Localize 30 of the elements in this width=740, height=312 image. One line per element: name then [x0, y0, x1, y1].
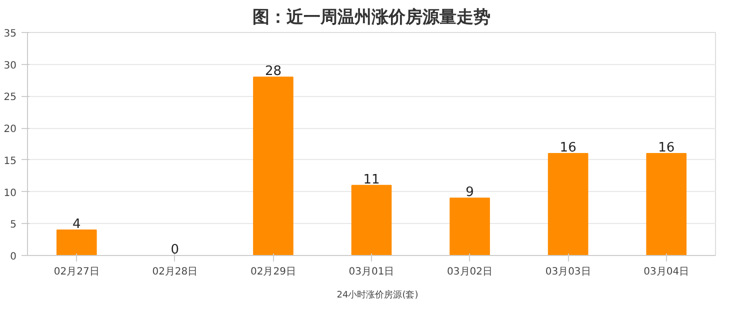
bar	[351, 184, 392, 256]
bar	[450, 198, 490, 256]
y-tick-label: 0	[10, 252, 17, 262]
y-tick-label: 30	[4, 60, 17, 72]
data-label: 28	[264, 64, 282, 80]
x-tick-label: 02月28日	[152, 266, 198, 278]
x-tick-label: 03月02日	[447, 266, 493, 278]
text: 24小时涨价房源(套)	[336, 289, 418, 302]
y-tick-label: 35	[4, 28, 17, 40]
y-tick-label: 10	[4, 188, 17, 199]
data-label: 16	[658, 140, 675, 156]
data-label: 0	[170, 242, 180, 258]
data-label: 4	[72, 217, 81, 232]
x-tick-label: 03月03日	[545, 266, 591, 278]
x-tick-label: 03月01日	[348, 266, 394, 278]
y-tick-label: 5	[10, 220, 17, 231]
data-label: 11	[363, 172, 380, 188]
bar	[548, 153, 588, 256]
chart-title: 图：近一周温州涨价房源量走势	[252, 8, 490, 28]
x-tick-label: 02月27日	[54, 266, 100, 278]
bar	[253, 76, 294, 256]
bar	[646, 153, 687, 256]
x-tick-label: 03月04日	[644, 266, 690, 278]
data-label: 16	[560, 140, 576, 156]
bar	[56, 230, 97, 256]
y-tick-label: 25	[4, 92, 17, 104]
y-tick-label: 20	[4, 124, 17, 136]
data-label: 9	[466, 185, 474, 200]
x-tick-label: 02月29日	[250, 266, 296, 278]
y-tick-label: 15	[4, 156, 17, 167]
